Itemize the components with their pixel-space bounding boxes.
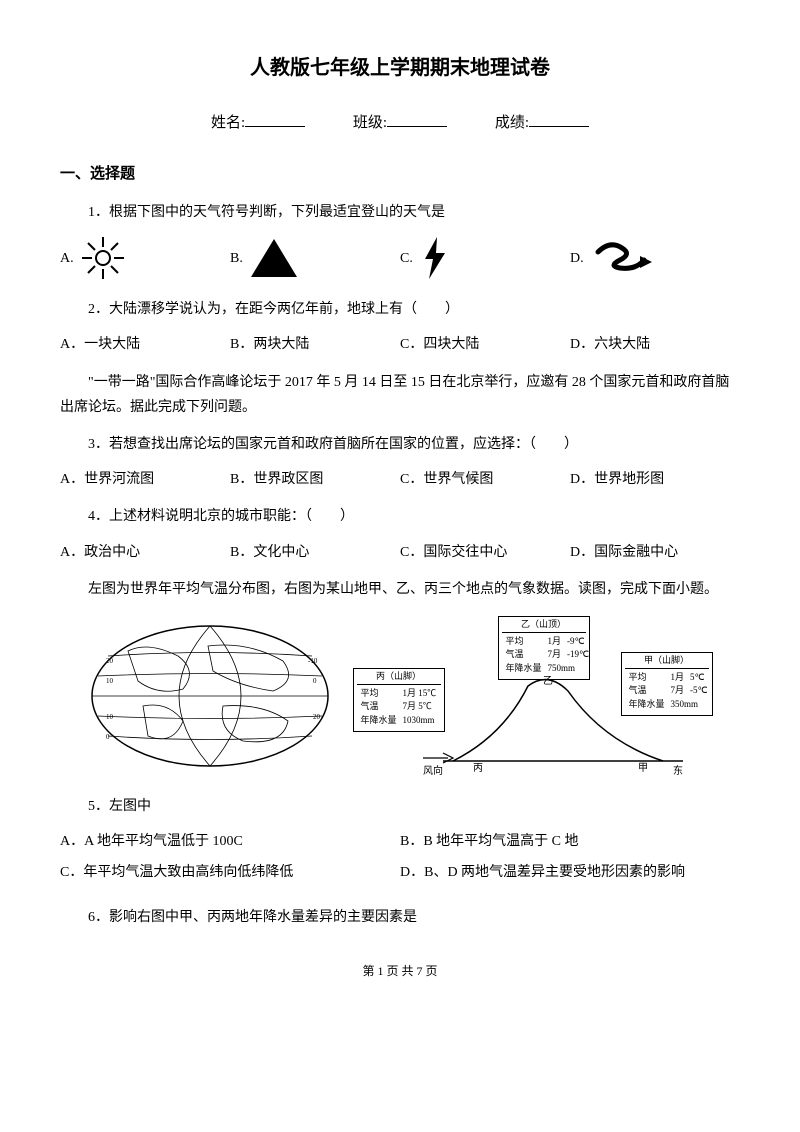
q4-opt-a: A．政治中心 — [60, 540, 230, 565]
name-label: 姓名: — [211, 115, 245, 131]
question-1-text: 1．根据下图中的天气符号判断，下列最适宜登山的天气是 — [88, 200, 740, 225]
svg-text:10: 10 — [106, 677, 114, 685]
q4-opt-d: D．国际金融中心 — [570, 540, 740, 565]
q3-opt-b: B．世界政区图 — [230, 467, 400, 492]
svg-text:0: 0 — [313, 677, 317, 685]
q5-opt-c: C．年平均气温大致由高纬向低纬降低 — [60, 860, 400, 885]
q1-opt-b-label: B. — [230, 246, 243, 271]
mountain-svg: 风向 丙 乙 甲 东 — [353, 616, 713, 776]
q2-opt-b: B．两块大陆 — [230, 332, 400, 357]
svg-text:甲: 甲 — [638, 763, 648, 774]
svg-text:0: 0 — [106, 733, 110, 741]
svg-text:丙: 丙 — [473, 763, 483, 774]
score-blank — [529, 113, 589, 127]
question-4-options: A．政治中心 B．文化中心 C．国际交往中心 D．国际金融中心 — [60, 540, 740, 565]
q4-opt-c: C．国际交往中心 — [400, 540, 570, 565]
class-blank — [387, 113, 447, 127]
q2-opt-d: D．六块大陆 — [570, 332, 740, 357]
q1-opt-d-label: D. — [570, 246, 584, 271]
q2-opt-a: A．一块大陆 — [60, 332, 230, 357]
question-5-options: A．A 地年平均气温低于 100C B．B 地年平均气温高于 C 地 C．年平均… — [60, 829, 740, 891]
q1-opt-c-label: C. — [400, 246, 413, 271]
svg-text:-10: -10 — [308, 657, 318, 665]
page-title: 人教版七年级上学期期末地理试卷 — [60, 50, 740, 86]
question-6-text: 6．影响右图中甲、丙两地年降水量差异的主要因素是 — [88, 905, 740, 930]
svg-text:20: 20 — [313, 713, 321, 721]
q1-opt-a-label: A. — [60, 246, 74, 271]
figure-row: 20 10 10 0 -10 0 20 乙（山顶） 平均1月-9℃ 气温7月-1… — [60, 616, 740, 776]
info-line: 姓名: 班级: 成绩: — [60, 110, 740, 137]
question-1-options: A. B. C. D. — [60, 235, 740, 281]
q3-opt-d: D．世界地形图 — [570, 467, 740, 492]
sun-icon — [80, 235, 126, 281]
svg-text:风向: 风向 — [423, 764, 443, 776]
q3-opt-c: C．世界气候图 — [400, 467, 570, 492]
page-footer: 第 1 页 共 7 页 — [60, 961, 740, 983]
question-4-text: 4．上述材料说明北京的城市职能：（ ） — [88, 504, 740, 529]
question-3-options: A．世界河流图 B．世界政区图 C．世界气候图 D．世界地形图 — [60, 467, 740, 492]
q2-opt-c: C．四块大陆 — [400, 332, 570, 357]
q3-opt-a: A．世界河流图 — [60, 467, 230, 492]
svg-text:东: 东 — [673, 764, 683, 776]
q5-opt-b: B．B 地年平均气温高于 C 地 — [400, 829, 740, 854]
mountain-diagram: 乙（山顶） 平均1月-9℃ 气温7月-19℃ 年降水量750mm 丙（山脚） 平… — [353, 616, 713, 776]
passage-1: "一带一路"国际合作高峰论坛于 2017 年 5 月 14 日至 15 日在北京… — [60, 370, 740, 420]
section-1-title: 一、选择题 — [60, 161, 740, 188]
q5-opt-a: A．A 地年平均气温低于 100C — [60, 829, 400, 854]
q4-opt-b: B．文化中心 — [230, 540, 400, 565]
name-blank — [245, 113, 305, 127]
question-2-options: A．一块大陆 B．两块大陆 C．四块大陆 D．六块大陆 — [60, 332, 740, 357]
class-label: 班级: — [353, 115, 387, 131]
world-temp-map: 20 10 10 0 -10 0 20 — [88, 621, 333, 771]
passage-2: 左图为世界年平均气温分布图，右图为某山地甲、乙、丙三个地点的气象数据。读图，完成… — [60, 577, 740, 602]
triangle-icon — [249, 237, 299, 279]
question-3-text: 3．若想查找出席论坛的国家元首和政府首脑所在国家的位置，应选择：（ ） — [88, 432, 740, 457]
lightning-icon — [419, 235, 451, 281]
q5-opt-d: D．B、D 两地气温差异主要受地形因素的影响 — [400, 860, 740, 885]
question-2-text: 2．大陆漂移学说认为，在距今两亿年前，地球上有（ ） — [88, 297, 740, 322]
sandstorm-icon — [590, 238, 652, 278]
score-label: 成绩: — [495, 115, 529, 131]
svg-text:乙: 乙 — [543, 675, 553, 687]
svg-text:10: 10 — [106, 713, 114, 721]
svg-text:20: 20 — [106, 657, 114, 665]
question-5-text: 5．左图中 — [88, 794, 740, 819]
